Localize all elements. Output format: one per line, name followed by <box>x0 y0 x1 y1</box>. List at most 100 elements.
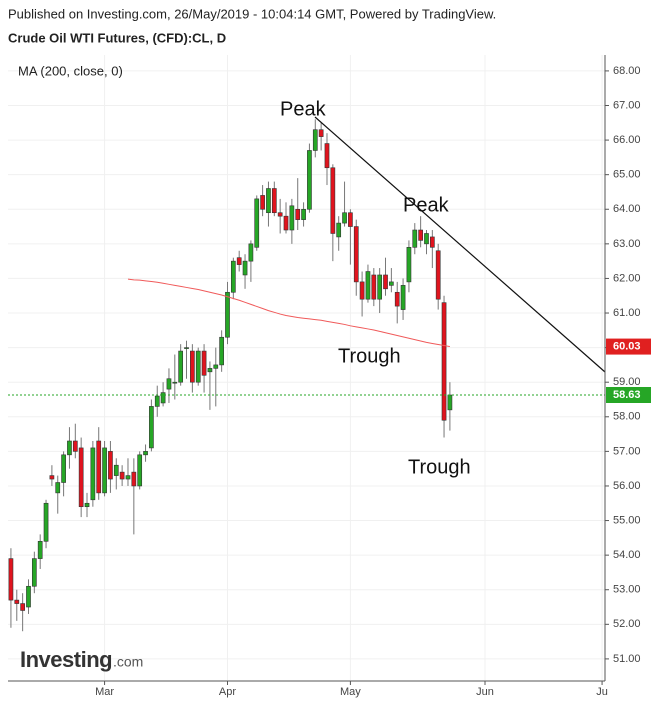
candle-body <box>49 475 55 480</box>
candle-body <box>172 381 178 384</box>
price-label: 60.03 <box>613 340 641 352</box>
candle-body <box>236 257 242 265</box>
candle-body <box>184 347 189 349</box>
y-tick-label: 59.00 <box>613 376 641 388</box>
candle-body <box>78 447 84 508</box>
candle-body <box>248 243 254 262</box>
candle-body <box>143 451 148 456</box>
x-tick-label: Ju <box>596 686 608 698</box>
candle-body <box>149 406 154 449</box>
candle-body <box>137 454 143 487</box>
price-label-box <box>606 386 651 403</box>
y-tick-label: 64.00 <box>613 203 641 215</box>
candle-body <box>424 233 429 245</box>
y-tick-label: 56.00 <box>613 480 641 492</box>
candle-body <box>84 502 90 508</box>
annotation: Trough <box>338 345 401 367</box>
candle-body <box>219 336 224 366</box>
y-tick-label: 65.00 <box>613 169 641 181</box>
candle-body <box>8 558 14 601</box>
candle-body <box>371 274 377 300</box>
watermark: Investing <box>20 647 112 672</box>
candle-body <box>289 205 295 231</box>
candle-body <box>242 260 248 276</box>
y-tick-label: 57.00 <box>613 445 641 457</box>
candle-body <box>412 229 418 248</box>
candle-body <box>418 229 423 241</box>
candle-body <box>90 447 96 501</box>
annotation: Trough <box>408 456 471 478</box>
candle-body <box>67 440 72 456</box>
candle-body <box>207 368 213 373</box>
candle-body <box>178 350 184 383</box>
candle-body <box>301 208 306 220</box>
candle-body <box>271 188 277 214</box>
candle-body <box>383 274 388 290</box>
chart-title: Crude Oil WTI Futures, (CFD):CL, D <box>8 30 226 45</box>
y-tick-label: 62.00 <box>613 272 641 284</box>
x-tick-label: Jun <box>476 686 494 698</box>
candle-body <box>72 440 78 452</box>
candle-body <box>26 585 31 608</box>
y-tick-label: 52.00 <box>613 618 641 630</box>
candle-body <box>330 167 336 234</box>
plot <box>8 119 605 632</box>
x-tick-label: Apr <box>219 686 236 698</box>
x-tick-label: May <box>340 686 361 698</box>
y-tick-label: 55.00 <box>613 514 641 526</box>
candle-body <box>377 274 383 300</box>
candle-body <box>43 502 49 542</box>
trend-line <box>314 116 606 373</box>
candle-body <box>14 599 20 604</box>
candle-body <box>166 378 172 390</box>
candle-body <box>119 471 125 480</box>
candle-body <box>190 350 195 383</box>
candle-body <box>96 440 102 494</box>
candle-body <box>131 471 137 487</box>
candle-body <box>441 302 447 421</box>
candle-body <box>365 271 371 300</box>
candle-body <box>160 392 166 404</box>
annotation: Peak <box>403 194 450 216</box>
y-tick-label: 51.00 <box>613 653 641 665</box>
candle-body <box>154 395 160 407</box>
candle-body <box>312 129 318 151</box>
y-tick-label: 67.00 <box>613 99 641 111</box>
candle-body <box>435 250 441 300</box>
candle-body <box>225 291 230 338</box>
candle-body <box>348 212 353 227</box>
candle-body <box>113 464 119 476</box>
candle-body <box>102 447 107 494</box>
y-tick-label: 68.00 <box>613 65 641 77</box>
watermark: .com <box>113 654 143 670</box>
candle-body <box>353 226 359 283</box>
price-label-box <box>606 338 651 355</box>
candle-body <box>406 247 412 283</box>
candle-body <box>260 195 265 210</box>
y-tick-label: 61.00 <box>613 307 641 319</box>
candle-body <box>195 350 201 383</box>
candle-body <box>108 451 113 480</box>
y-tick-label: 58.00 <box>613 411 641 423</box>
y-tick-label: 63.00 <box>613 238 641 250</box>
x-tick-label: Mar <box>95 686 114 698</box>
candle-body <box>359 281 365 300</box>
annotation: Peak <box>280 98 327 120</box>
source-line: Published on Investing.com, 26/May/2019 … <box>8 6 496 21</box>
candle-body <box>201 350 207 376</box>
axes: 51.00 52.00 53.00 54.00 55.00 56.00 57.00 58.00… <box>95 65 651 698</box>
price-label: 58.63 <box>613 389 641 401</box>
legend-entry: MA (200, close, 0) <box>18 63 123 78</box>
candle-body <box>37 541 43 559</box>
candle-body <box>230 260 236 293</box>
candle-body <box>125 475 131 480</box>
candle-body <box>342 212 347 224</box>
y-tick-label: 54.00 <box>613 549 641 561</box>
candle-body <box>447 394 453 411</box>
candle-body <box>318 129 324 137</box>
grid <box>8 55 605 680</box>
candle-body <box>266 188 271 214</box>
y-tick-label: 53.00 <box>613 584 641 596</box>
y-tick-label: 66.00 <box>613 134 641 146</box>
